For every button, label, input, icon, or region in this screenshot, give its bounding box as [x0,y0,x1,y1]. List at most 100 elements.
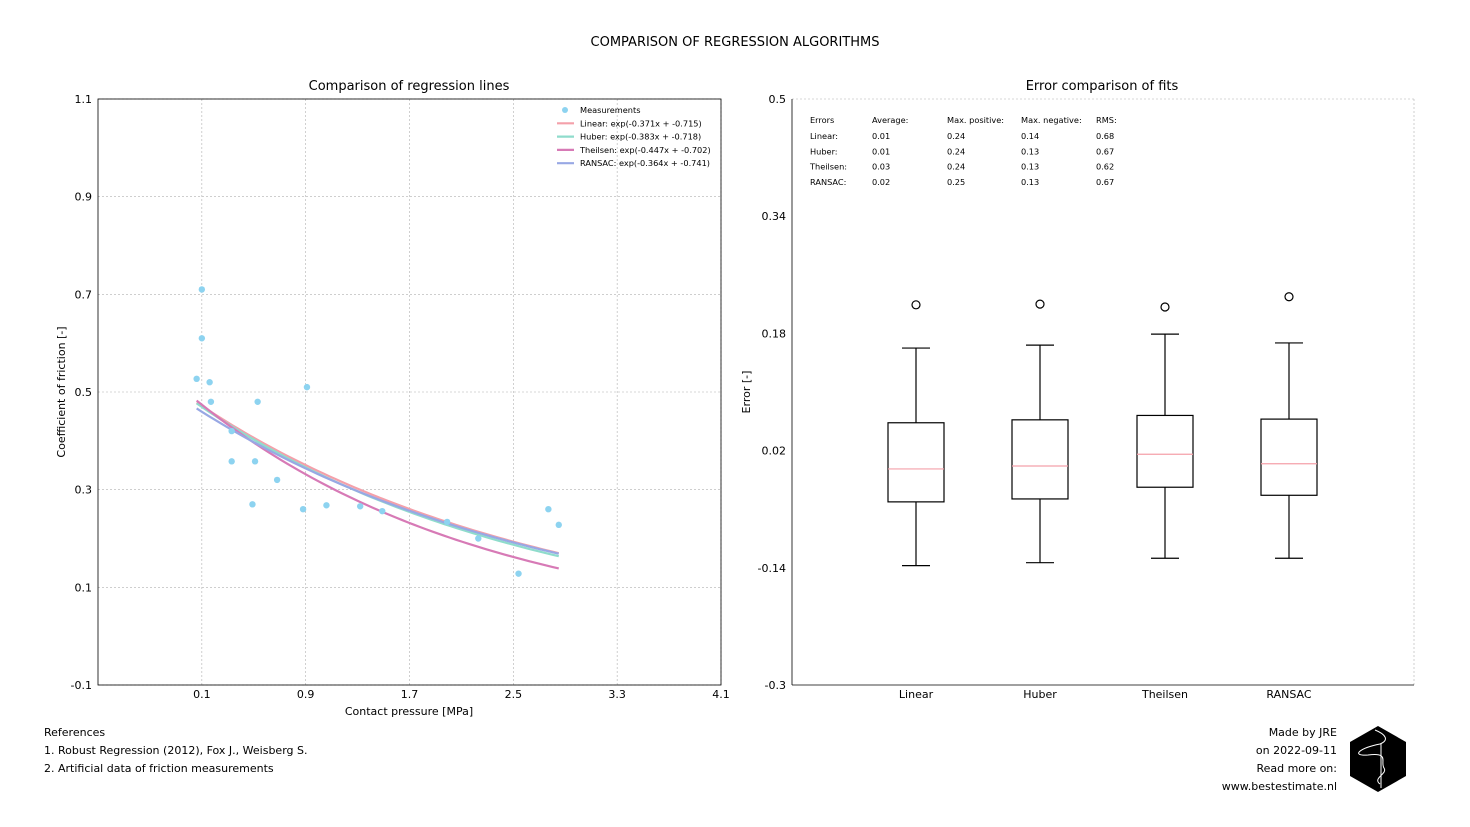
x-tick-label: 1.7 [401,688,419,701]
x-tick-label: Huber [1023,688,1057,701]
references-title: References [44,726,106,739]
table-header-cell: Average: [872,115,908,125]
table-cell: 0.03 [872,162,890,172]
measurement-point [515,570,522,577]
measurement-point [228,458,235,465]
error-boxplot-chart: Error comparison of fits -0.3 -0.14 0.02 0.… [740,79,1415,701]
table-cell: Theilsen: [809,162,847,172]
error-summary-table: Errors Average: Max. positive: Max. negativ… [809,115,1117,187]
table-cell: 0.68 [1096,131,1114,141]
table-cell: 0.24 [947,162,965,172]
measurement-point [475,535,482,542]
regression-curves [195,399,560,570]
measurement-point [228,427,235,435]
reference-item: 1. Robust Regression (2012), Fox J., Wei… [44,744,308,757]
y-tick-label: 1.1 [75,93,93,106]
box-ransac [1260,292,1318,559]
measurement-point [545,506,552,513]
y-tick-label: 0.18 [762,327,787,340]
interquartile-box [1136,414,1194,488]
x-tick-label: 0.9 [297,688,315,701]
hexagon-logo-icon [1350,726,1406,792]
measurement-point [198,335,206,342]
right-y-axis-label: Error [-] [740,371,753,414]
table-cell: 0.01 [872,146,890,156]
x-tick-label: 4.1 [712,688,730,701]
credits-author: Made by JRE [1268,726,1337,739]
table-cell: 0.67 [1096,177,1114,187]
left-plot-frame [97,98,722,686]
measurement-point [251,458,259,465]
y-tick-label: 0.9 [75,191,93,204]
box-theilsen [1136,302,1194,559]
legend: Measurements Linear: exp(-0.371x + -0.715… [557,105,711,168]
measurement-point [273,476,281,484]
measurement-point [249,501,256,508]
measurement-point [198,286,206,293]
left-tick-labels: 0.1 0.9 1.7 2.5 3.3 4.1 -0.1 0.1 0.3 0.5 0.7 0.9 1.1 [71,93,730,701]
legend-label-huber: Huber: exp(-0.383x + -0.718) [580,132,701,142]
legend-marker-measurements [562,107,568,113]
measurement-point [193,375,200,383]
y-tick-label: 0.02 [762,445,787,458]
x-tick-label: RANSAC [1266,688,1311,701]
outlier-point [1035,299,1045,309]
measurement-point [379,507,386,515]
table-cell: 0.24 [947,131,965,141]
measurement-point [303,383,311,391]
outlier-point [1284,292,1294,302]
measurement-point [254,398,261,405]
table-cell: 0.13 [1021,146,1039,156]
credits-date: on 2022-09-11 [1255,744,1337,757]
error-boxes [887,292,1318,567]
y-tick-label: 0.7 [75,288,93,301]
table-cell: 0.24 [947,146,965,156]
figure-title: COMPARISON OF REGRESSION ALGORITHMS [591,35,880,50]
measurement-point [356,503,364,510]
table-header-cell: Errors [810,115,834,125]
interquartile-box [1011,419,1069,500]
table-cell: 0.25 [947,177,965,187]
outlier-point [911,300,921,310]
table-header-cell: RMS: [1096,115,1117,125]
table-header-cell: Max. negative: [1021,115,1082,125]
x-tick-label: 0.1 [193,688,211,701]
left-chart-title: Comparison of regression lines [309,79,510,94]
table-header-cell: Max. positive: [947,115,1004,125]
box-linear [887,300,945,567]
right-tick-labels: -0.3 -0.14 0.02 0.18 0.34 0.5 Linear Huber Theil… [758,93,1312,701]
measurement-points [193,286,562,577]
credits-website-link[interactable]: www.bestestimate.nl [1221,780,1337,793]
legend-label-linear: Linear: exp(-0.371x + -0.715) [580,118,702,128]
table-cell: 0.62 [1096,162,1114,172]
x-tick-label: 2.5 [505,688,523,701]
linear-regression-line [196,401,560,555]
measurement-point [299,506,307,513]
measurement-point [555,521,562,529]
left-grid [98,98,722,686]
y-tick-label: -0.3 [765,679,786,692]
y-tick-label: -0.14 [758,562,786,575]
table-cell: Linear: [810,131,838,141]
table-cell: 0.14 [1021,131,1039,141]
right-chart-title: Error comparison of fits [1026,79,1179,94]
legend-label-ransac: RANSAC: exp(-0.364x + -0.741) [580,158,710,168]
measurement-point [443,518,451,526]
table-cell: 0.01 [872,131,890,141]
left-x-axis-label: Contact pressure [MPa] [345,705,473,718]
table-cell: 0.67 [1096,146,1114,156]
outlier-point [1160,302,1170,312]
measurement-point [206,379,213,386]
y-tick-label: 0.5 [769,93,787,106]
measurement-point [323,502,330,509]
huber-regression-line [196,402,560,558]
regression-lines-chart: Comparison of regression lines 0.1 0.9 1.7… [55,79,730,718]
table-cell: RANSAC: [810,177,846,187]
legend-label-measurements: Measurements [580,105,640,115]
y-tick-label: -0.1 [71,679,92,692]
table-cell: 0.02 [872,177,890,187]
y-tick-label: 0.1 [75,581,93,594]
reference-item: 2. Artificial data of friction measureme… [44,762,274,775]
measurement-point [207,398,215,405]
legend-label-theilsen: Theilsen: exp(-0.447x + -0.702) [579,145,711,155]
